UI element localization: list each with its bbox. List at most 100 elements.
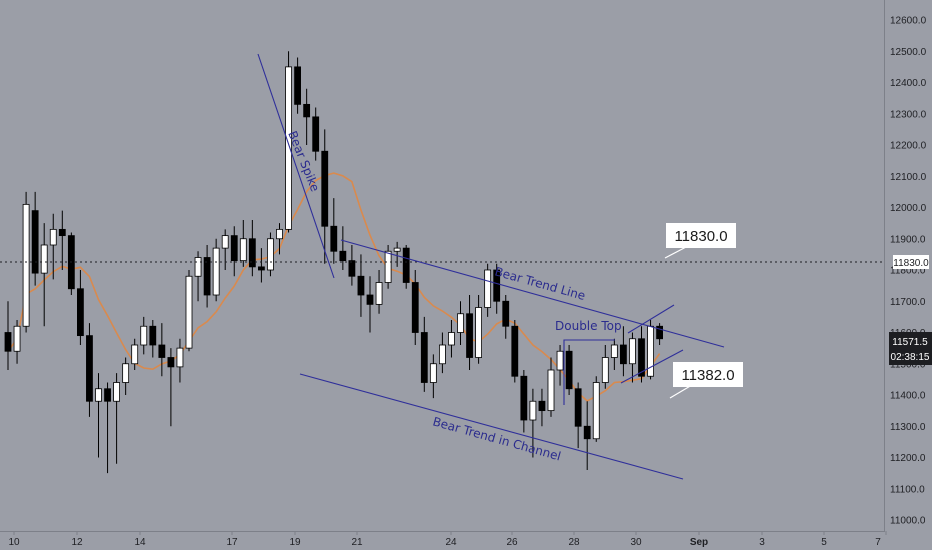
candle[interactable]: [276, 223, 283, 255]
candle[interactable]: [221, 229, 229, 270]
candle-body: [158, 344, 166, 358]
candle[interactable]: [520, 370, 528, 433]
callout-11830[interactable]: 11830.0: [664, 223, 736, 259]
candle[interactable]: [475, 295, 483, 364]
callout-11382[interactable]: 11382.0: [669, 362, 743, 399]
candle[interactable]: [40, 223, 48, 327]
candle[interactable]: [248, 220, 256, 277]
candle[interactable]: [647, 320, 654, 380]
candle[interactable]: [438, 332, 446, 374]
candle[interactable]: [67, 232, 75, 296]
candle-body: [610, 344, 618, 358]
candle[interactable]: [466, 295, 473, 370]
candle-body: [448, 332, 455, 346]
candle[interactable]: [140, 316, 148, 355]
candle[interactable]: [31, 191, 39, 286]
candle[interactable]: [312, 107, 320, 161]
candle[interactable]: [511, 320, 519, 383]
bear-spike-line[interactable]: [257, 53, 335, 279]
candle[interactable]: [610, 338, 618, 370]
candle-body: [185, 275, 193, 349]
candle-body: [520, 375, 528, 421]
candle-body: [230, 235, 238, 262]
wedge-lower-line[interactable]: [620, 349, 684, 384]
drawings[interactable]: [257, 53, 725, 480]
candle[interactable]: [502, 295, 510, 339]
candle-body: [303, 103, 311, 118]
candle[interactable]: [484, 263, 492, 317]
candle[interactable]: [203, 245, 211, 308]
callout-11830-box: [666, 223, 736, 248]
candle[interactable]: [556, 345, 564, 386]
wedge-upper-line[interactable]: [627, 304, 675, 334]
candle[interactable]: [620, 326, 627, 377]
candle[interactable]: [257, 248, 265, 283]
candle[interactable]: [303, 88, 311, 145]
candle[interactable]: [592, 376, 600, 442]
y-tick-label: 11200.0: [890, 453, 926, 464]
candle[interactable]: [285, 51, 292, 233]
candle[interactable]: [230, 226, 238, 277]
candle[interactable]: [13, 320, 21, 364]
candle[interactable]: [321, 129, 329, 264]
channel-lower-line[interactable]: [299, 373, 684, 480]
candle[interactable]: [131, 338, 139, 370]
candle[interactable]: [194, 251, 202, 302]
price-axis-area[interactable]: [885, 0, 932, 550]
candle[interactable]: [538, 388, 546, 427]
candle[interactable]: [4, 301, 12, 370]
candle-body: [402, 247, 410, 283]
candle-body: [457, 313, 464, 333]
candle[interactable]: [113, 373, 120, 464]
x-tick-label: 7: [875, 537, 881, 548]
double-top-marker[interactable]: [563, 339, 615, 405]
candle[interactable]: [638, 326, 645, 383]
candle-body: [176, 347, 184, 368]
candle[interactable]: [420, 316, 428, 392]
candle[interactable]: [448, 320, 455, 358]
candle[interactable]: [339, 226, 347, 270]
candle[interactable]: [212, 238, 220, 302]
candle[interactable]: [565, 345, 573, 395]
candle[interactable]: [366, 276, 374, 333]
candle[interactable]: [49, 213, 57, 280]
candle[interactable]: [629, 332, 636, 383]
candle[interactable]: [656, 323, 663, 345]
candle[interactable]: [574, 382, 582, 449]
candle[interactable]: [348, 245, 356, 286]
candle[interactable]: [457, 301, 464, 345]
candle[interactable]: [384, 245, 392, 289]
candle[interactable]: [402, 245, 410, 289]
candle[interactable]: [149, 320, 157, 358]
candle[interactable]: [104, 382, 111, 474]
candle-body: [601, 357, 609, 383]
candle[interactable]: [167, 348, 175, 427]
candle[interactable]: [185, 270, 193, 352]
candle[interactable]: [375, 270, 383, 314]
candle-body: [511, 325, 519, 377]
candle[interactable]: [529, 388, 537, 458]
candle[interactable]: [176, 338, 184, 383]
candle[interactable]: [547, 357, 555, 417]
candle[interactable]: [583, 401, 591, 470]
candle[interactable]: [158, 323, 166, 377]
candle[interactable]: [357, 254, 365, 317]
bear-trend-line[interactable]: [340, 239, 725, 348]
candle[interactable]: [267, 232, 274, 277]
candle[interactable]: [393, 241, 401, 267]
candle[interactable]: [493, 263, 501, 314]
candle[interactable]: [77, 270, 84, 345]
candle-body: [140, 325, 148, 346]
candle[interactable]: [294, 57, 302, 114]
candle[interactable]: [330, 198, 338, 264]
candle[interactable]: [95, 373, 102, 458]
candle[interactable]: [239, 220, 247, 267]
candle[interactable]: [429, 354, 437, 399]
candle[interactable]: [411, 270, 419, 345]
candle[interactable]: [601, 345, 609, 389]
candle[interactable]: [86, 323, 93, 417]
candle[interactable]: [122, 357, 130, 396]
annotation-double-top[interactable]: Double Top: [555, 319, 622, 333]
candle[interactable]: [58, 210, 66, 270]
